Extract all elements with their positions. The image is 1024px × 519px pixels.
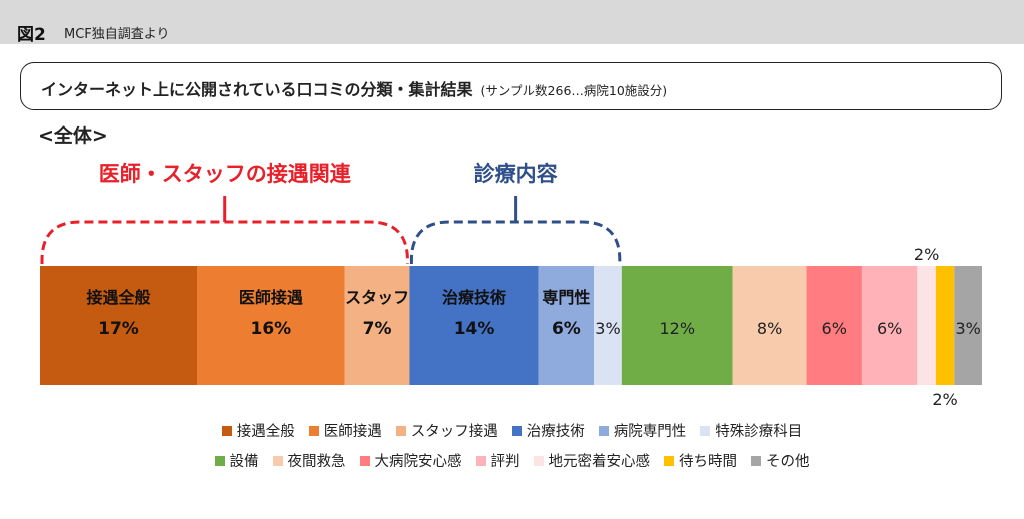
legend-swatch [395,425,406,436]
bar-segment-5 [594,266,622,385]
bar-segment-8 [806,266,862,385]
section-label: <全体> [38,125,108,147]
legend-label: 接遇全般 [236,424,295,440]
data-label-8: 6% [822,319,847,338]
data-label-11: 2% [932,390,957,409]
bar-segment-4 [538,266,595,385]
legend-swatch [308,425,319,436]
legend-label: 病院専門性 [613,424,687,440]
legend-item-0-3: 治療技術 [511,420,585,441]
legend-label: 夜間救急 [287,454,346,470]
data-label-4: 6% [552,319,581,339]
legend-row-0: 接遇全般 医師接遇 スタッフ接遇 治療技術 病院専門性 特殊診療科目 [0,420,1024,441]
legend-item-0-1: 医師接遇 [308,420,382,441]
data-label-7: 8% [757,319,782,338]
data-label-12: 3% [955,319,980,338]
legend-item-1-6: その他 [751,450,810,471]
data-label-6: 12% [659,319,695,338]
legend-swatch [664,455,674,466]
bar-category-label-2: スタッフ [345,288,409,307]
legend-swatch [598,425,609,436]
legend-label: 評判 [490,454,520,470]
legend-label: 待ち時間 [679,454,737,470]
legend-swatch [475,455,486,466]
data-label-3: 14% [454,319,495,339]
legend-swatch [359,455,370,466]
legend-label: 特殊診療科目 [715,424,803,440]
legend-label: 地元密着安心感 [548,454,651,470]
bar-segment-3 [409,266,539,385]
bar-segment-0 [40,266,197,385]
data-label-1: 16% [251,319,292,339]
legend-item-0-2: スタッフ接遇 [395,420,498,441]
stacked-bar-chart: 接遇全般 17% 医師接遇 16% スタッフ 7% 治療技術 14% 専門性 6% 3% 12% 8% 6… [40,162,982,409]
title-box: インターネット上に公開されている口コミの分類・集計結果 (サンプル数266…病院1… [20,62,1002,110]
legend-swatch [751,455,761,466]
legend-swatch [700,425,711,436]
bar-segment-7 [732,266,807,385]
data-label-5: 3% [595,319,620,338]
figure-label: 図2 [17,25,46,45]
data-label-9: 6% [877,319,902,338]
bar-segment-9 [861,266,918,385]
bar-segment-12 [954,266,982,385]
legend-swatch [511,425,522,436]
legend-swatch [272,455,283,466]
data-label-0: 17% [98,319,139,339]
bar-category-label-0: 接遇全般 [86,288,150,307]
legend-swatch [533,455,544,466]
chart-title-main: インターネット上に公開されている口コミの分類・集計結果 [41,80,473,99]
chart-title-sub: (サンプル数266…病院10施設分) [480,83,668,98]
bar-segment-10 [917,266,936,385]
legend-item-1-5: 待ち時間 [664,450,737,471]
group-label-0: 医師・スタッフの接遇関連 [99,162,352,186]
legend-label: 治療技術 [526,424,585,440]
chart-title: インターネット上に公開されている口コミの分類・集計結果 (サンプル数266…病院1… [41,76,667,100]
group-label-1: 診療内容 [474,162,558,186]
bar-category-label-1: 医師接遇 [239,288,303,307]
bar-category-label-3: 治療技術 [442,288,506,307]
legend-label: その他 [766,454,810,470]
legend-row-1: 設備 夜間救急 大病院安心感 評判 地元密着安心感 待ち時間 その他 [0,450,1024,471]
legend-swatch [221,425,232,436]
legend-item-0-0: 接遇全般 [221,420,295,441]
legend-swatch [214,455,225,466]
data-label-10: 2% [914,245,939,264]
bar-segment-2 [344,266,410,385]
legend-item-1-2: 大病院安心感 [359,450,462,471]
bar-segment-1 [197,266,345,385]
legend-label: 医師接遇 [323,424,382,440]
bar-segment-6 [621,266,733,385]
legend-item-1-1: 夜間救急 [272,450,346,471]
legend-item-0-5: 特殊診療科目 [700,420,802,441]
header-bar [0,0,1024,44]
legend-label: スタッフ接遇 [410,424,498,440]
bar-category-label-4: 専門性 [542,288,590,307]
legend: 接遇全般 医師接遇 スタッフ接遇 治療技術 病院専門性 特殊診療科目設備 夜間救急 大病院安心… [0,420,1024,480]
legend-item-1-3: 評判 [475,450,520,471]
bar-segment-11 [935,266,955,385]
group-bracket-1 [409,220,622,264]
group-bracket-0 [40,220,409,264]
legend-item-1-4: 地元密着安心感 [533,450,651,471]
figure-source: MCF独自調査より [64,27,170,42]
legend-label: 設備 [229,454,259,470]
legend-item-0-4: 病院専門性 [598,420,687,441]
legend-item-1-0: 設備 [214,450,259,471]
legend-label: 大病院安心感 [374,454,462,470]
data-label-2: 7% [363,319,392,339]
